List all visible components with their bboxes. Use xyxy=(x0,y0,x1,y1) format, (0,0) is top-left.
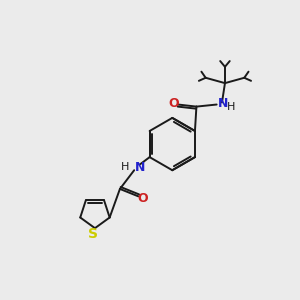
Text: O: O xyxy=(137,192,148,205)
Text: N: N xyxy=(218,97,228,110)
Text: O: O xyxy=(169,98,179,110)
Text: H: H xyxy=(226,102,235,112)
Text: S: S xyxy=(88,227,98,241)
Text: N: N xyxy=(135,161,145,174)
Text: H: H xyxy=(121,162,129,172)
